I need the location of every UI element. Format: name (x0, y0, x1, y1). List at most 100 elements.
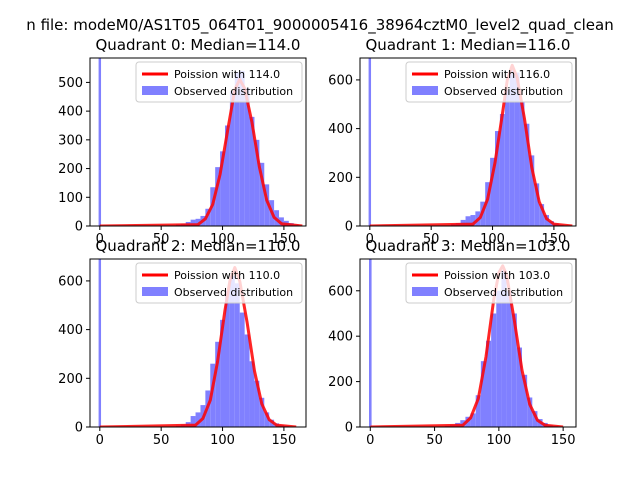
histogram-bar (195, 412, 201, 427)
histogram-bar (259, 397, 265, 427)
legend-label-observed: Observed distribution (174, 286, 293, 299)
y-tick-label: 100 (58, 191, 83, 206)
histogram-bar (225, 290, 230, 427)
plot-area (369, 259, 564, 427)
legend-patch-swatch (142, 287, 168, 296)
histogram-bar (205, 208, 211, 226)
y-tick-label: 200 (58, 162, 83, 177)
x-tick-label: 0 (366, 232, 374, 247)
y-tick-label: 200 (328, 375, 353, 390)
x-tick-label: 100 (210, 232, 235, 247)
histogram-bar (490, 157, 495, 226)
axes-frame (359, 57, 577, 227)
x-tick-label: 100 (210, 433, 235, 448)
legend-label-observed: Observed distribution (444, 286, 563, 299)
x-tick-label: 0 (366, 433, 374, 448)
x-tick-label: 50 (426, 433, 443, 448)
histogram-bar (225, 125, 230, 226)
y-tick-label: 600 (58, 274, 83, 289)
x-tick-label: 100 (486, 433, 511, 448)
histogram-bar (486, 340, 492, 427)
histogram-bar (522, 374, 528, 427)
subplot-quadrant-0: 0 50 100 150 0 100 200 300 400 500 Quadrant 0: Med… (58, 36, 307, 247)
histogram-bar-zero (369, 259, 372, 427)
subplot-title: Quadrant 3: Median=103.0 (366, 237, 571, 255)
histogram-bar (470, 215, 476, 226)
histogram-bar (220, 151, 225, 226)
subplot-quadrant-3: 0 50 100 150 0 200 400 600 Quadrant 3: Median=10… (328, 237, 577, 448)
legend-label-poisson: Poission with 116.0 (444, 68, 550, 81)
histogram-bar (215, 341, 221, 427)
histogram-bar (229, 276, 235, 427)
legend-label-observed: Observed distribution (444, 85, 563, 98)
x-tick-label: 50 (153, 433, 170, 448)
y-tick-label: 600 (328, 284, 353, 299)
histogram-bar (509, 70, 515, 226)
histogram-bar (254, 139, 260, 226)
histogram-bar (514, 72, 520, 226)
x-tick-label: 50 (423, 232, 440, 247)
plot-area (368, 58, 573, 226)
histogram-bar (506, 290, 512, 427)
axes-frame (89, 258, 307, 428)
histogram-bar (465, 216, 471, 226)
histogram-bar (234, 72, 240, 226)
legend-box (405, 61, 573, 103)
subplot-title: Quadrant 0: Median=114.0 (96, 36, 301, 54)
y-tick-label: 0 (75, 421, 83, 436)
histogram-bar (470, 413, 476, 427)
histogram-bar (215, 167, 221, 226)
legend: Poission with 116.0 Observed distribution (405, 61, 573, 103)
x-tick-label: 0 (96, 232, 104, 247)
histogram-bar (499, 114, 505, 226)
legend: Poission with 110.0 Observed distribution (135, 262, 303, 304)
histogram-bar (524, 123, 530, 226)
histogram-bar (501, 270, 507, 427)
histogram-bar (504, 89, 510, 226)
y-tick-label: 0 (75, 220, 83, 235)
histogram-bar (229, 91, 235, 226)
x-tick-label: 150 (551, 433, 576, 448)
histogram-bar (249, 361, 255, 427)
histogram-bar (190, 219, 196, 226)
x-tick-label: 150 (271, 433, 296, 448)
y-tick-label: 0 (345, 421, 353, 436)
histogram-bar (244, 334, 250, 427)
histogram-bar (220, 319, 225, 427)
histogram-bar (190, 416, 196, 427)
histogram-bar (491, 313, 497, 427)
y-tick-label: 400 (328, 330, 353, 345)
legend: Poission with 114.0 Observed distribution (135, 61, 303, 103)
subplot-quadrant-2: 0 50 100 150 0 200 400 600 Quadrant 2: Median=11… (58, 237, 307, 448)
histogram-bar (516, 347, 522, 427)
legend-label-poisson: Poission with 103.0 (444, 269, 550, 282)
y-tick-label: 400 (328, 122, 353, 137)
histogram-bar (254, 380, 260, 427)
y-tick-label: 200 (58, 372, 83, 387)
histogram-bar (239, 312, 245, 427)
histogram-bar (259, 162, 265, 226)
histogram-bar (244, 88, 250, 226)
histogram-bar (519, 101, 525, 226)
plot-area (98, 58, 303, 226)
y-tick-label: 300 (58, 133, 83, 148)
axes-frame (359, 258, 577, 428)
histogram-bar (529, 155, 535, 226)
y-tick-label: 400 (58, 323, 83, 338)
histogram-bar (485, 182, 491, 226)
legend-label-poisson: Poission with 110.0 (174, 269, 280, 282)
subplot-title: Quadrant 1: Median=116.0 (366, 36, 571, 54)
y-tick-label: 600 (328, 73, 353, 88)
y-tick-label: 500 (58, 76, 83, 91)
figure-suptitle: n file: modeM0/AS1T05_064T01_9000005416_… (26, 16, 614, 34)
histogram-bar (195, 218, 201, 226)
histogram-bar-zero (98, 58, 102, 226)
legend-box (135, 262, 303, 304)
legend-patch-swatch (412, 86, 438, 95)
legend-box (135, 61, 303, 103)
legend-box (405, 262, 573, 304)
subplot-title: Quadrant 2: Median=110.0 (96, 237, 301, 255)
histogram-bar-zero (368, 58, 372, 226)
histogram-bar (475, 395, 481, 427)
